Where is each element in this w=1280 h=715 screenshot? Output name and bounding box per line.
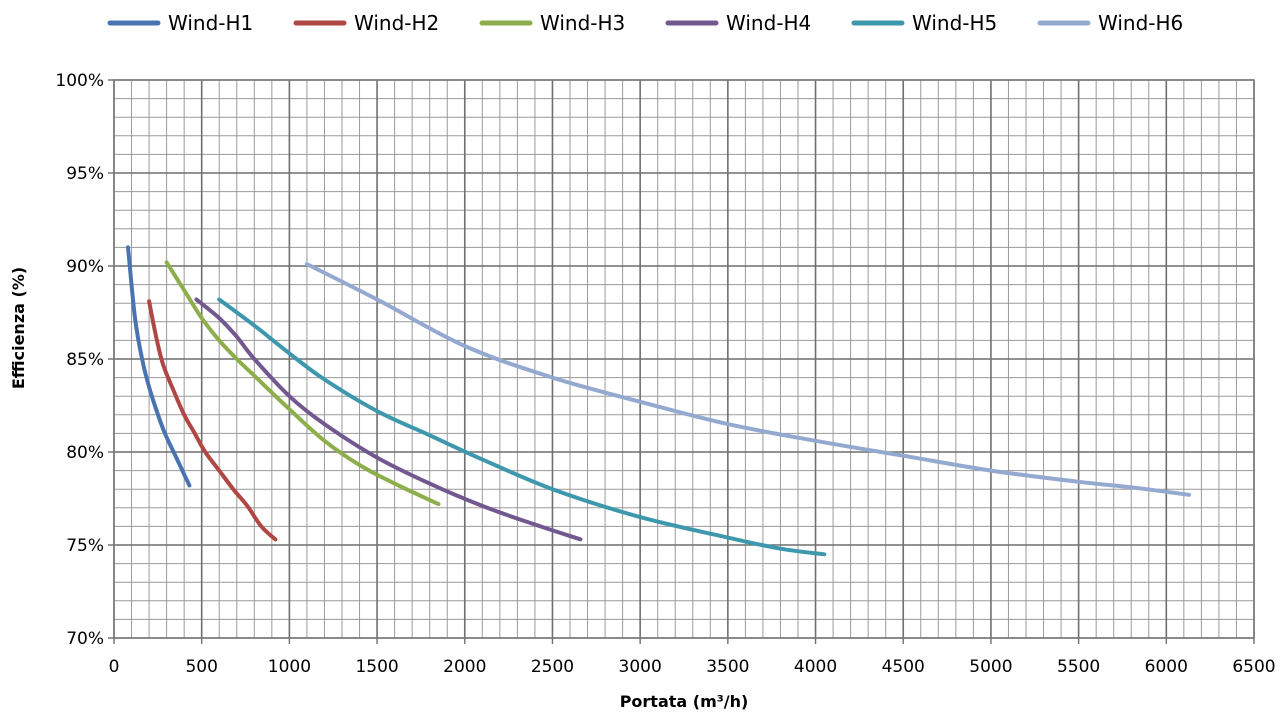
x-tick-label: 1000 [268,657,311,677]
x-tick-label: 500 [185,657,217,677]
legend-label: Wind-H6 [1098,11,1183,35]
series-line-wind-h2 [147,299,278,542]
x-tick-label: 5500 [1057,657,1100,677]
legend-label: Wind-H4 [726,11,811,35]
legend-item-wind-h5: Wind-H5 [851,11,997,35]
x-tick-label: 2500 [531,657,574,677]
legend-item-wind-h6: Wind-H6 [1037,11,1183,35]
x-tick-label: 2000 [443,657,486,677]
x-axis-title: Portata (m³/h) [620,692,749,711]
legend: Wind-H1 Wind-H2 Wind-H3 Wind-H4 Wind-H5 Wind-… [107,11,1183,35]
legend-label: Wind-H5 [912,11,997,35]
legend-label: Wind-H1 [168,11,253,35]
y-tick-label: 70% [66,629,104,649]
major-grid [113,79,1255,639]
x-tick-label: 5000 [969,657,1012,677]
y-tick-label: 95% [66,164,104,184]
x-tick-label: 6500 [1232,657,1275,677]
y-tick-label: 85% [66,350,104,370]
y-tick-label: 80% [66,443,104,463]
x-axis-ticks: 0 500 1000 1500 2000 2500 3000 3500 4000 4500 5000… [109,638,1276,677]
series-line-wind-h3 [164,260,441,507]
y-axis-ticks: 70% 75% 80% 85% 90% 95% 100% [55,71,114,649]
series-lines [126,245,1192,557]
legend-item-wind-h1: Wind-H1 [107,11,253,35]
series-line-wind-h5 [217,297,827,557]
x-tick-label: 0 [109,657,120,677]
x-tick-label: 6000 [1145,657,1188,677]
x-tick-label: 1500 [355,657,398,677]
legend-label: Wind-H3 [540,11,625,35]
y-tick-label: 75% [66,536,104,556]
legend-item-wind-h3: Wind-H3 [479,11,625,35]
series-line-wind-h1 [126,245,192,488]
legend-item-wind-h2: Wind-H2 [293,11,439,35]
legend-item-wind-h4: Wind-H4 [665,11,811,35]
series-line-wind-h6 [304,262,1192,497]
y-tick-label: 100% [55,71,104,91]
x-tick-label: 3000 [619,657,662,677]
x-tick-label: 4500 [882,657,925,677]
y-axis-title: Efficienza (%) [9,267,28,389]
y-tick-label: 90% [66,257,104,277]
x-tick-label: 3500 [706,657,749,677]
x-tick-label: 4000 [794,657,837,677]
series-line-wind-h4 [194,297,583,542]
legend-label: Wind-H2 [354,11,439,35]
